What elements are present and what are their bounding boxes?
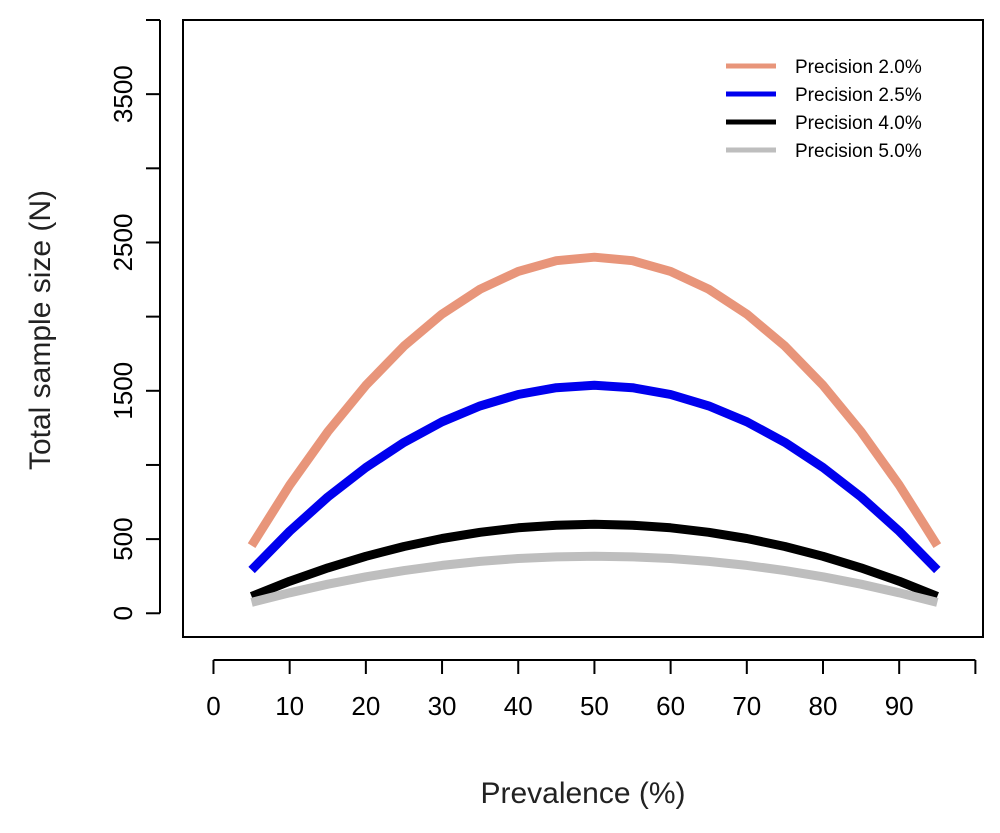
x-tick-label: 40 [504, 691, 533, 721]
y-tick-label: 500 [108, 517, 138, 560]
x-tick-label: 20 [351, 691, 380, 721]
y-tick-label: 2500 [108, 214, 138, 272]
x-tick-label: 50 [580, 691, 609, 721]
y-axis-title: Total sample size (N) [24, 190, 57, 470]
y-axis: 0 500 1500 2500 3500 [108, 19, 161, 621]
x-axis: 0 10 20 30 40 50 60 70 80 90 [206, 659, 977, 721]
legend-label: Precision 2.5% [795, 85, 922, 106]
series-line-3 [249, 519, 939, 601]
y-tick-label: 1500 [108, 362, 138, 420]
series-layer [247, 252, 942, 607]
x-tick-label: 0 [206, 691, 220, 721]
series-line-4 [250, 551, 939, 607]
plot-frame [182, 19, 984, 638]
y-tick-label: 3500 [108, 65, 138, 123]
x-tick-label: 60 [656, 691, 685, 721]
x-tick-label: 10 [275, 691, 304, 721]
x-axis-title: Prevalence (%) [480, 777, 685, 810]
legend-label: Precision 4.0% [795, 113, 922, 134]
x-tick-label: 90 [885, 691, 914, 721]
x-tick-label: 70 [732, 691, 761, 721]
legend: Precision 2.0% Precision 2.5% Precision 4.… [726, 57, 922, 162]
legend-label: Precision 5.0% [795, 141, 922, 162]
series-line-1 [247, 252, 942, 548]
series-line-2 [248, 380, 941, 574]
x-tick-label: 30 [428, 691, 457, 721]
x-tick-label: 80 [809, 691, 838, 721]
y-tick-label: 0 [108, 606, 138, 620]
legend-label: Precision 2.0% [795, 57, 922, 78]
